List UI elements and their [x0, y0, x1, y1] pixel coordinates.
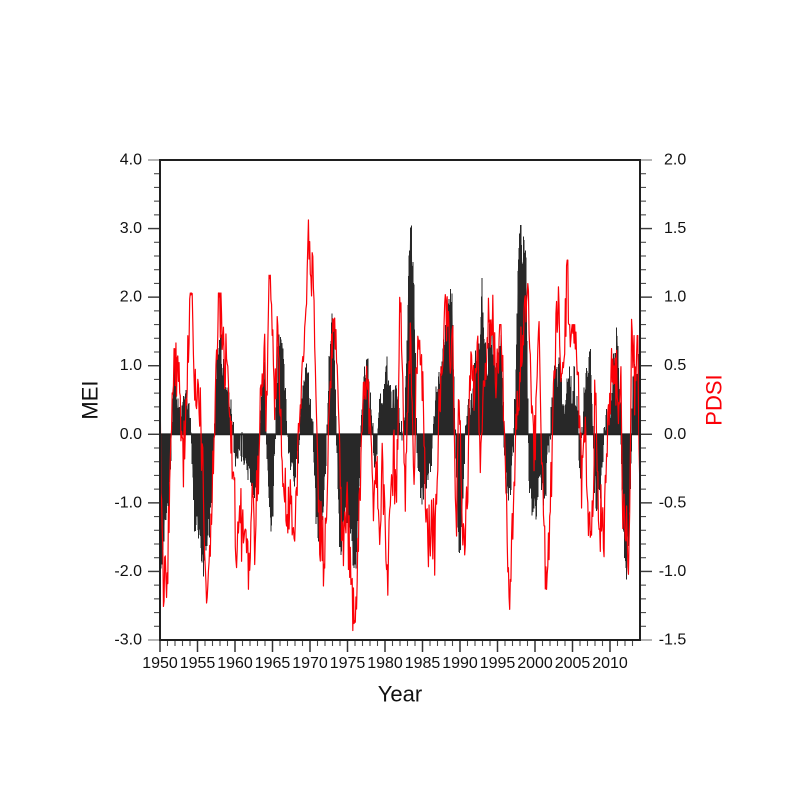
- svg-text:3.0: 3.0: [120, 220, 142, 237]
- svg-text:2010: 2010: [592, 655, 628, 672]
- svg-text:2005: 2005: [555, 655, 591, 672]
- svg-text:-2.0: -2.0: [114, 563, 142, 580]
- svg-text:1985: 1985: [405, 655, 441, 672]
- svg-text:-1.5: -1.5: [659, 632, 687, 649]
- svg-text:1.0: 1.0: [120, 357, 142, 374]
- svg-text:1995: 1995: [480, 655, 516, 672]
- svg-text:1950: 1950: [142, 655, 178, 672]
- svg-text:-0.5: -0.5: [659, 494, 687, 511]
- svg-text:2.0: 2.0: [120, 289, 142, 306]
- svg-text:1.5: 1.5: [664, 220, 686, 237]
- svg-text:0.5: 0.5: [664, 357, 686, 374]
- svg-text:1970: 1970: [292, 655, 328, 672]
- svg-text:0.0: 0.0: [120, 426, 142, 443]
- svg-text:PDSI: PDSI: [702, 374, 727, 425]
- svg-text:2000: 2000: [517, 655, 553, 672]
- svg-text:1955: 1955: [180, 655, 216, 672]
- svg-text:-3.0: -3.0: [114, 632, 142, 649]
- svg-text:1980: 1980: [367, 655, 403, 672]
- svg-text:1990: 1990: [442, 655, 478, 672]
- svg-text:0.0: 0.0: [664, 426, 686, 443]
- svg-text:1.0: 1.0: [664, 289, 686, 306]
- svg-text:-1.0: -1.0: [114, 494, 142, 511]
- svg-text:4.0: 4.0: [120, 152, 142, 169]
- svg-text:2.0: 2.0: [664, 152, 686, 169]
- svg-text:1960: 1960: [217, 655, 253, 672]
- svg-text:1975: 1975: [330, 655, 366, 672]
- svg-text:-1.0: -1.0: [659, 563, 687, 580]
- svg-text:1965: 1965: [255, 655, 291, 672]
- svg-text:MEI: MEI: [78, 380, 103, 419]
- svg-text:Year: Year: [378, 682, 422, 707]
